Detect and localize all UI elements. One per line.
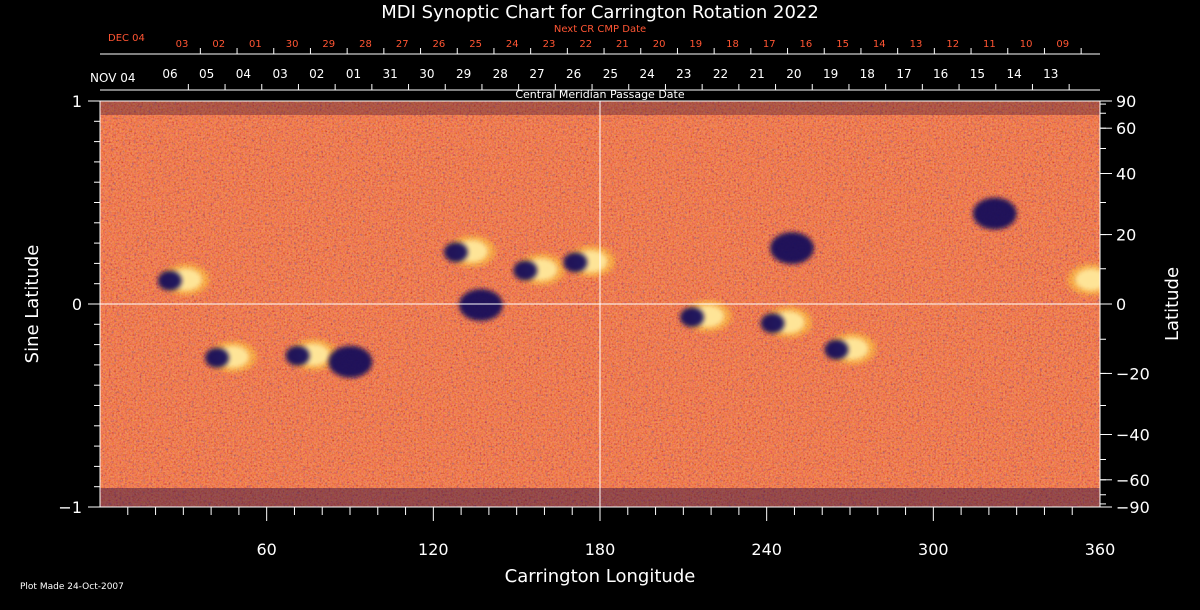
date-tick-label: 30 (286, 39, 299, 50)
y-axis-right: 90 60 40 20 0 −20 −40 −60 −90 (1100, 92, 1150, 517)
date-tick-label: 06 (162, 67, 177, 81)
date-tick-label: 21 (616, 39, 629, 50)
next-cr-start-label: DEC 04 (108, 33, 145, 44)
date-tick-label: 31 (383, 67, 398, 81)
date-tick-label: 29 (322, 39, 335, 50)
date-tick-label: 25 (603, 67, 618, 81)
date-tick-label: 12 (946, 39, 959, 50)
active-region (770, 232, 814, 265)
date-tick-label: 21 (750, 67, 765, 81)
date-tick-label: 29 (456, 67, 471, 81)
date-tick-label: 19 (823, 67, 838, 81)
y-left-tick-label: 0 (72, 295, 82, 314)
y-left-tick-label: −1 (58, 498, 82, 517)
date-tick-label: 30 (419, 67, 434, 81)
date-tick-label: 16 (933, 67, 948, 81)
date-tick-label: 01 (346, 67, 361, 81)
cmp-date-axis: NOV 04 Central Meridian Passage Date 06 0… (90, 67, 1100, 101)
date-tick-label: 14 (1006, 67, 1021, 81)
date-tick-label: 18 (860, 67, 875, 81)
cmp-axis-label: Central Meridian Passage Date (515, 88, 684, 101)
x-tick-label: 60 (256, 540, 276, 559)
y-right-tick-label: −60 (1116, 471, 1150, 490)
active-region (205, 340, 257, 373)
y-right-tick-label: 0 (1116, 295, 1126, 314)
active-region (285, 338, 338, 371)
date-tick-label: 13 (910, 39, 923, 50)
date-tick-label: 18 (726, 39, 739, 50)
next-cr-date-axis: Next CR CMP Date DEC 04 03 02 01 30 29 28 27 26… (100, 24, 1100, 55)
y-right-tick-label: 90 (1116, 92, 1136, 111)
y-axis-left-label: Sine Latitude (22, 245, 43, 364)
date-tick-label: 15 (970, 67, 985, 81)
y-axis-right-label: Latitude (1162, 267, 1183, 341)
date-tick-label: 28 (493, 67, 508, 81)
date-tick-label: 28 (359, 39, 372, 50)
date-tick-label: 13 (1043, 67, 1058, 81)
x-tick-label: 360 (1085, 540, 1116, 559)
date-tick-label: 16 (800, 39, 813, 50)
date-tick-label: 27 (529, 67, 544, 81)
date-tick-label: 27 (396, 39, 409, 50)
date-tick-label: 04 (236, 67, 251, 81)
date-tick-label: 09 (1056, 39, 1069, 50)
x-axis-label: Carrington Longitude (505, 566, 696, 587)
date-tick-label: 24 (506, 39, 519, 50)
y-right-tick-label: −20 (1116, 364, 1150, 383)
date-tick-label: 24 (639, 67, 654, 81)
active-region (1067, 263, 1100, 296)
date-tick-label: 23 (543, 39, 556, 50)
active-region (443, 235, 496, 268)
y-axis-left: 1 0 −1 (58, 92, 100, 517)
date-tick-label: 26 (566, 67, 581, 81)
x-axis: 60 120 180 240 300 360 (127, 507, 1116, 559)
date-tick-label: 03 (272, 67, 287, 81)
y-left-tick-label: 1 (72, 92, 82, 111)
active-region (972, 197, 1017, 230)
x-tick-label: 180 (585, 540, 616, 559)
active-region (458, 289, 503, 321)
date-tick-label: 26 (433, 39, 446, 50)
y-right-tick-label: 20 (1116, 226, 1136, 245)
date-tick-label: 22 (579, 39, 592, 50)
next-cr-axis-label: Next CR CMP Date (554, 24, 646, 35)
y-right-tick-label: 40 (1116, 165, 1136, 184)
cmp-start-label: NOV 04 (90, 71, 136, 85)
active-region (760, 306, 813, 339)
active-region (824, 332, 877, 365)
date-tick-label: 15 (836, 39, 849, 50)
chart-title: MDI Synoptic Chart for Carrington Rotati… (381, 2, 819, 23)
date-tick-label: 17 (896, 67, 911, 81)
y-right-tick-label: −90 (1116, 498, 1150, 517)
date-tick-label: 19 (689, 39, 702, 50)
active-region (680, 300, 732, 333)
date-tick-label: 20 (786, 67, 801, 81)
active-region (513, 253, 566, 286)
date-tick-label: 02 (212, 39, 225, 50)
date-tick-label: 25 (469, 39, 482, 50)
y-right-tick-label: −40 (1116, 425, 1150, 444)
date-tick-label: 17 (763, 39, 776, 50)
active-region (563, 245, 616, 278)
active-region (157, 263, 210, 296)
magnetogram-field (100, 101, 1100, 507)
x-tick-label: 300 (918, 540, 949, 559)
date-tick-label: 02 (309, 67, 324, 81)
x-tick-label: 240 (751, 540, 782, 559)
date-tick-label: 01 (249, 39, 262, 50)
x-tick-label: 120 (418, 540, 449, 559)
date-tick-label: 14 (873, 39, 886, 50)
date-tick-label: 10 (1020, 39, 1033, 50)
date-tick-label: 20 (653, 39, 666, 50)
date-tick-label: 11 (983, 39, 996, 50)
plot-made-note: Plot Made 24-Oct-2007 (20, 582, 124, 592)
date-tick-label: 22 (713, 67, 728, 81)
date-tick-label: 03 (176, 39, 189, 50)
active-region (328, 345, 373, 378)
date-tick-label: 05 (199, 67, 214, 81)
y-right-tick-label: 60 (1116, 119, 1136, 138)
date-tick-label: 23 (676, 67, 691, 81)
